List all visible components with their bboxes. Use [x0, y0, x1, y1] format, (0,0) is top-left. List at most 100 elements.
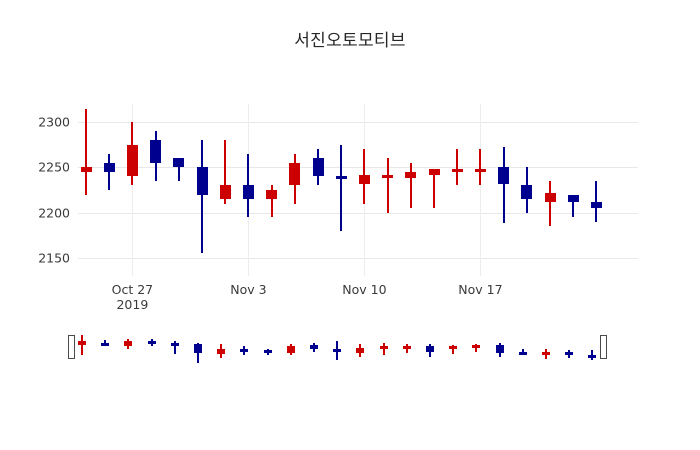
range-selector-overview[interactable] — [68, 330, 630, 368]
candlestick[interactable] — [80, 104, 92, 276]
overview-candlestick-body — [147, 341, 156, 345]
candlestick[interactable] — [498, 104, 510, 276]
candlestick-wick — [270, 185, 273, 218]
overview-candlestick — [170, 330, 179, 368]
overview-candlestick — [286, 330, 295, 368]
range-handle-left[interactable] — [68, 335, 75, 359]
gridline-horizontal — [78, 122, 638, 124]
overview-candlestick — [588, 330, 597, 368]
candlestick[interactable] — [358, 104, 370, 276]
page-title: 서진오토모티브 — [294, 31, 406, 51]
gridline-vertical — [480, 104, 482, 276]
overview-candlestick-body — [124, 341, 133, 347]
candlestick[interactable] — [126, 104, 138, 276]
overview-candlestick — [147, 330, 156, 368]
candlestick[interactable] — [266, 104, 278, 276]
candlestick-wick — [224, 140, 227, 204]
y-axis-tick-label: 2200 — [38, 205, 70, 221]
overview-candlestick-body — [333, 349, 342, 352]
x-axis-year-label: 2019 — [116, 297, 149, 312]
candlestick[interactable] — [312, 104, 324, 276]
overview-candlestick-body — [101, 342, 110, 346]
overview-candlestick — [565, 330, 574, 368]
candlestick[interactable] — [382, 104, 394, 276]
candlestick[interactable] — [521, 104, 533, 276]
candlestick[interactable] — [242, 104, 254, 276]
candlestick-body — [335, 176, 347, 179]
candlestick-body — [451, 169, 463, 172]
overview-candlestick-body — [518, 351, 527, 355]
candlestick[interactable] — [590, 104, 602, 276]
overview-candlestick — [333, 330, 342, 368]
candlestick[interactable] — [103, 104, 115, 276]
overview-candlestick-body — [565, 351, 574, 356]
candlestick-body — [103, 162, 115, 172]
candlestick[interactable] — [567, 104, 579, 276]
overview-candlestick — [101, 330, 110, 368]
overview-candlestick — [472, 330, 481, 368]
candlestick-body — [242, 185, 254, 200]
overview-candlestick — [402, 330, 411, 368]
candlestick-wick — [549, 180, 551, 227]
overview-candlestick — [495, 330, 504, 368]
candlestick-wick — [177, 158, 180, 181]
overview-candlestick — [379, 330, 388, 368]
overview-candlestick — [263, 330, 272, 368]
candlestick-body — [498, 167, 510, 184]
candlestick-body — [544, 192, 556, 202]
overview-candlestick-wick — [197, 342, 199, 363]
overview-candlestick — [518, 330, 527, 368]
candlestick-body — [80, 167, 92, 172]
overview-candlestick — [240, 330, 249, 368]
range-handle-right[interactable] — [600, 335, 608, 359]
overview-candlestick-body — [170, 342, 179, 347]
candlestick[interactable] — [451, 104, 463, 276]
overview-candlestick — [426, 330, 434, 368]
gridline-horizontal — [78, 167, 638, 169]
candlestick[interactable] — [150, 104, 162, 276]
candlestick[interactable] — [405, 104, 417, 276]
candlestick-wick — [386, 158, 389, 213]
y-axis-tick-label: 2250 — [38, 159, 70, 175]
candlestick[interactable] — [544, 104, 556, 276]
candlestick-body — [358, 174, 370, 184]
candlestick-body — [312, 158, 324, 177]
candlestick-body — [474, 169, 486, 172]
overview-candlestick-body — [426, 346, 434, 352]
overview-candlestick-wick — [173, 341, 176, 355]
candlestick-body — [382, 174, 394, 179]
candlestick[interactable] — [335, 104, 347, 276]
y-axis: 2150 2200 2250 2300 — [0, 104, 70, 276]
overview-candlestick-body — [588, 355, 597, 359]
overview-candlestick-body — [286, 346, 295, 353]
overview-candlestick — [310, 330, 318, 368]
overview-candlestick — [78, 330, 86, 368]
candlestick[interactable] — [289, 104, 301, 276]
overview-candlestick-body — [449, 346, 458, 350]
overview-candlestick-body — [379, 346, 388, 350]
overview-candlestick-body — [217, 349, 226, 355]
overview-candlestick-body — [542, 351, 550, 356]
overview-candlestick-body — [472, 345, 481, 349]
candlestick[interactable] — [474, 104, 486, 276]
candlestick[interactable] — [196, 104, 208, 276]
overview-candlestick-body — [240, 349, 249, 352]
overview-candlestick-wick — [452, 345, 455, 355]
candlestick-wick — [247, 153, 250, 218]
candlestick-wick — [479, 149, 482, 186]
candlestick[interactable] — [219, 104, 231, 276]
candlestick-wick — [201, 140, 203, 254]
candlestick-body — [289, 162, 301, 186]
candlestick-body — [266, 190, 278, 200]
candlestick-body — [405, 171, 417, 179]
candlestick-body — [196, 167, 208, 195]
candlestick-plot[interactable] — [78, 104, 638, 276]
candlestick[interactable] — [173, 104, 185, 276]
y-axis-tick-label: 2300 — [38, 114, 70, 130]
candlestick-body — [150, 140, 162, 163]
candlestick[interactable] — [428, 104, 440, 276]
candlestick-wick — [433, 169, 435, 209]
candlestick-body — [567, 194, 579, 202]
candlestick-wick — [572, 194, 575, 218]
